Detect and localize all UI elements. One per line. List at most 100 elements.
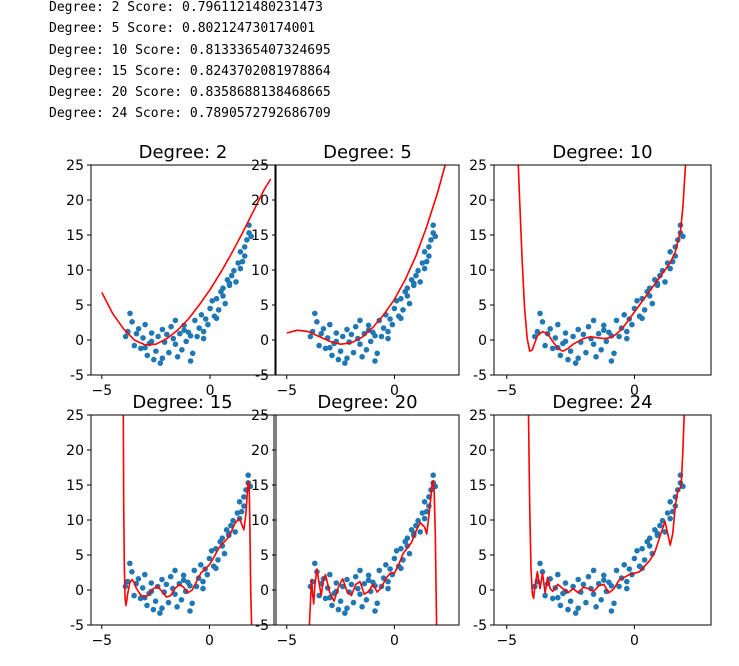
y-tick-label: 0 — [478, 583, 487, 599]
scatter-point — [135, 576, 142, 582]
scatter-point — [385, 335, 391, 342]
scatter-point — [129, 319, 135, 325]
scatter-point — [241, 503, 247, 509]
scatter-point — [137, 595, 144, 602]
y-tick-label: 5 — [260, 548, 269, 564]
scatter-point — [187, 358, 194, 364]
scatter-point — [585, 573, 592, 580]
scatter-point — [365, 322, 372, 329]
scatter-point — [140, 335, 146, 341]
y-tick-label: 20 — [66, 443, 84, 459]
scatter-point — [398, 545, 404, 552]
y-tick-label: 0 — [478, 333, 487, 349]
scatter-point — [387, 566, 393, 572]
scatter-point — [138, 345, 144, 352]
plot-content — [517, 165, 687, 366]
scatter-point — [316, 342, 322, 349]
scatter-point — [187, 583, 193, 589]
scatter-point — [423, 508, 430, 515]
scatter-point — [215, 557, 221, 563]
scatter-point — [237, 265, 244, 272]
scatter-point — [383, 562, 389, 568]
x-tick-label: 0 — [390, 383, 399, 399]
y-tick-label: 15 — [469, 228, 487, 244]
scatter-point — [177, 330, 183, 337]
scatter-point — [406, 550, 413, 557]
subplot-5: -5 0 5 10 15 20 25 −5 0 Degree: 20 — [251, 392, 460, 649]
scatter-point — [359, 354, 365, 360]
scatter-point — [172, 341, 179, 348]
scatter-point — [151, 356, 157, 363]
y-tick-label: 25 — [251, 408, 269, 424]
scatter-point — [404, 535, 411, 541]
scatter-point — [144, 352, 151, 359]
scatter-point — [570, 333, 576, 340]
scatter-point — [335, 606, 342, 613]
subplot-1: -5 0 5 10 15 20 25 −5 0 Degree: 2 — [66, 142, 276, 399]
y-tick-label: 15 — [251, 228, 269, 244]
scatter-point — [667, 249, 673, 255]
scatter-point — [198, 562, 204, 568]
scatter-point — [322, 595, 329, 602]
scatter-point — [590, 341, 597, 348]
scatter-point — [178, 597, 185, 603]
scatter-point — [598, 597, 604, 603]
scatter-point — [639, 315, 645, 322]
y-tick-label: 25 — [66, 158, 84, 174]
scatter-point — [430, 472, 437, 479]
scatter-point — [131, 342, 138, 349]
scatter-point — [413, 272, 419, 279]
scatter-point — [230, 517, 236, 524]
scatter-point — [344, 605, 350, 611]
scatter-point — [231, 267, 237, 274]
fit-line — [286, 165, 446, 345]
scatter-point — [565, 606, 571, 613]
scatter-point — [624, 335, 630, 342]
scatter-point — [593, 604, 599, 610]
y-tick-label: 5 — [260, 298, 269, 314]
y-tick-label: 15 — [66, 478, 84, 494]
scatter-point — [534, 328, 541, 335]
x-tick-label: 0 — [630, 383, 639, 399]
y-tick-label: 20 — [251, 443, 269, 459]
console-line: Degree: 10 Score: 0.8133365407324695 — [49, 42, 331, 58]
scatter-point — [122, 333, 129, 340]
scatter-point — [555, 571, 561, 578]
y-tick-label: 10 — [66, 513, 84, 529]
subplot-title: Degree: 10 — [552, 142, 652, 163]
scatter-point — [649, 300, 656, 307]
scatter-point — [348, 581, 355, 588]
scatter-point — [312, 310, 318, 317]
plot-area — [494, 165, 711, 375]
scatter-point — [329, 602, 335, 609]
scatter-point — [220, 285, 226, 292]
scatter-point — [398, 295, 404, 302]
scatter-point — [170, 335, 177, 342]
scatter-point — [421, 499, 428, 505]
scatter-point — [346, 589, 353, 595]
scatter-point — [127, 560, 133, 567]
scatter-point — [222, 300, 228, 307]
scatter-point — [611, 350, 617, 357]
scatter-point — [194, 333, 200, 340]
x-tick-label: −5 — [276, 383, 297, 399]
scatter-point — [174, 604, 180, 610]
scatter-point — [555, 321, 561, 328]
scatter-point — [662, 279, 668, 285]
scatter-point — [329, 352, 335, 359]
scatter-point — [372, 608, 378, 614]
subplot-4: -5 0 5 10 15 20 25 −5 0 Degree: 15 — [66, 392, 275, 649]
y-tick-label: 15 — [66, 228, 84, 244]
scatter-point — [344, 355, 350, 362]
scatter-point — [542, 592, 548, 599]
scatter-point — [624, 328, 630, 335]
scatter-point — [539, 569, 546, 575]
scatter-point — [537, 560, 543, 567]
scatter-point — [361, 580, 368, 587]
scatter-point — [213, 295, 220, 302]
scatter-point — [139, 585, 146, 591]
scatter-point — [189, 600, 195, 607]
scatter-point — [378, 333, 385, 340]
scatter-point — [411, 280, 417, 287]
scatter-point — [226, 280, 233, 287]
